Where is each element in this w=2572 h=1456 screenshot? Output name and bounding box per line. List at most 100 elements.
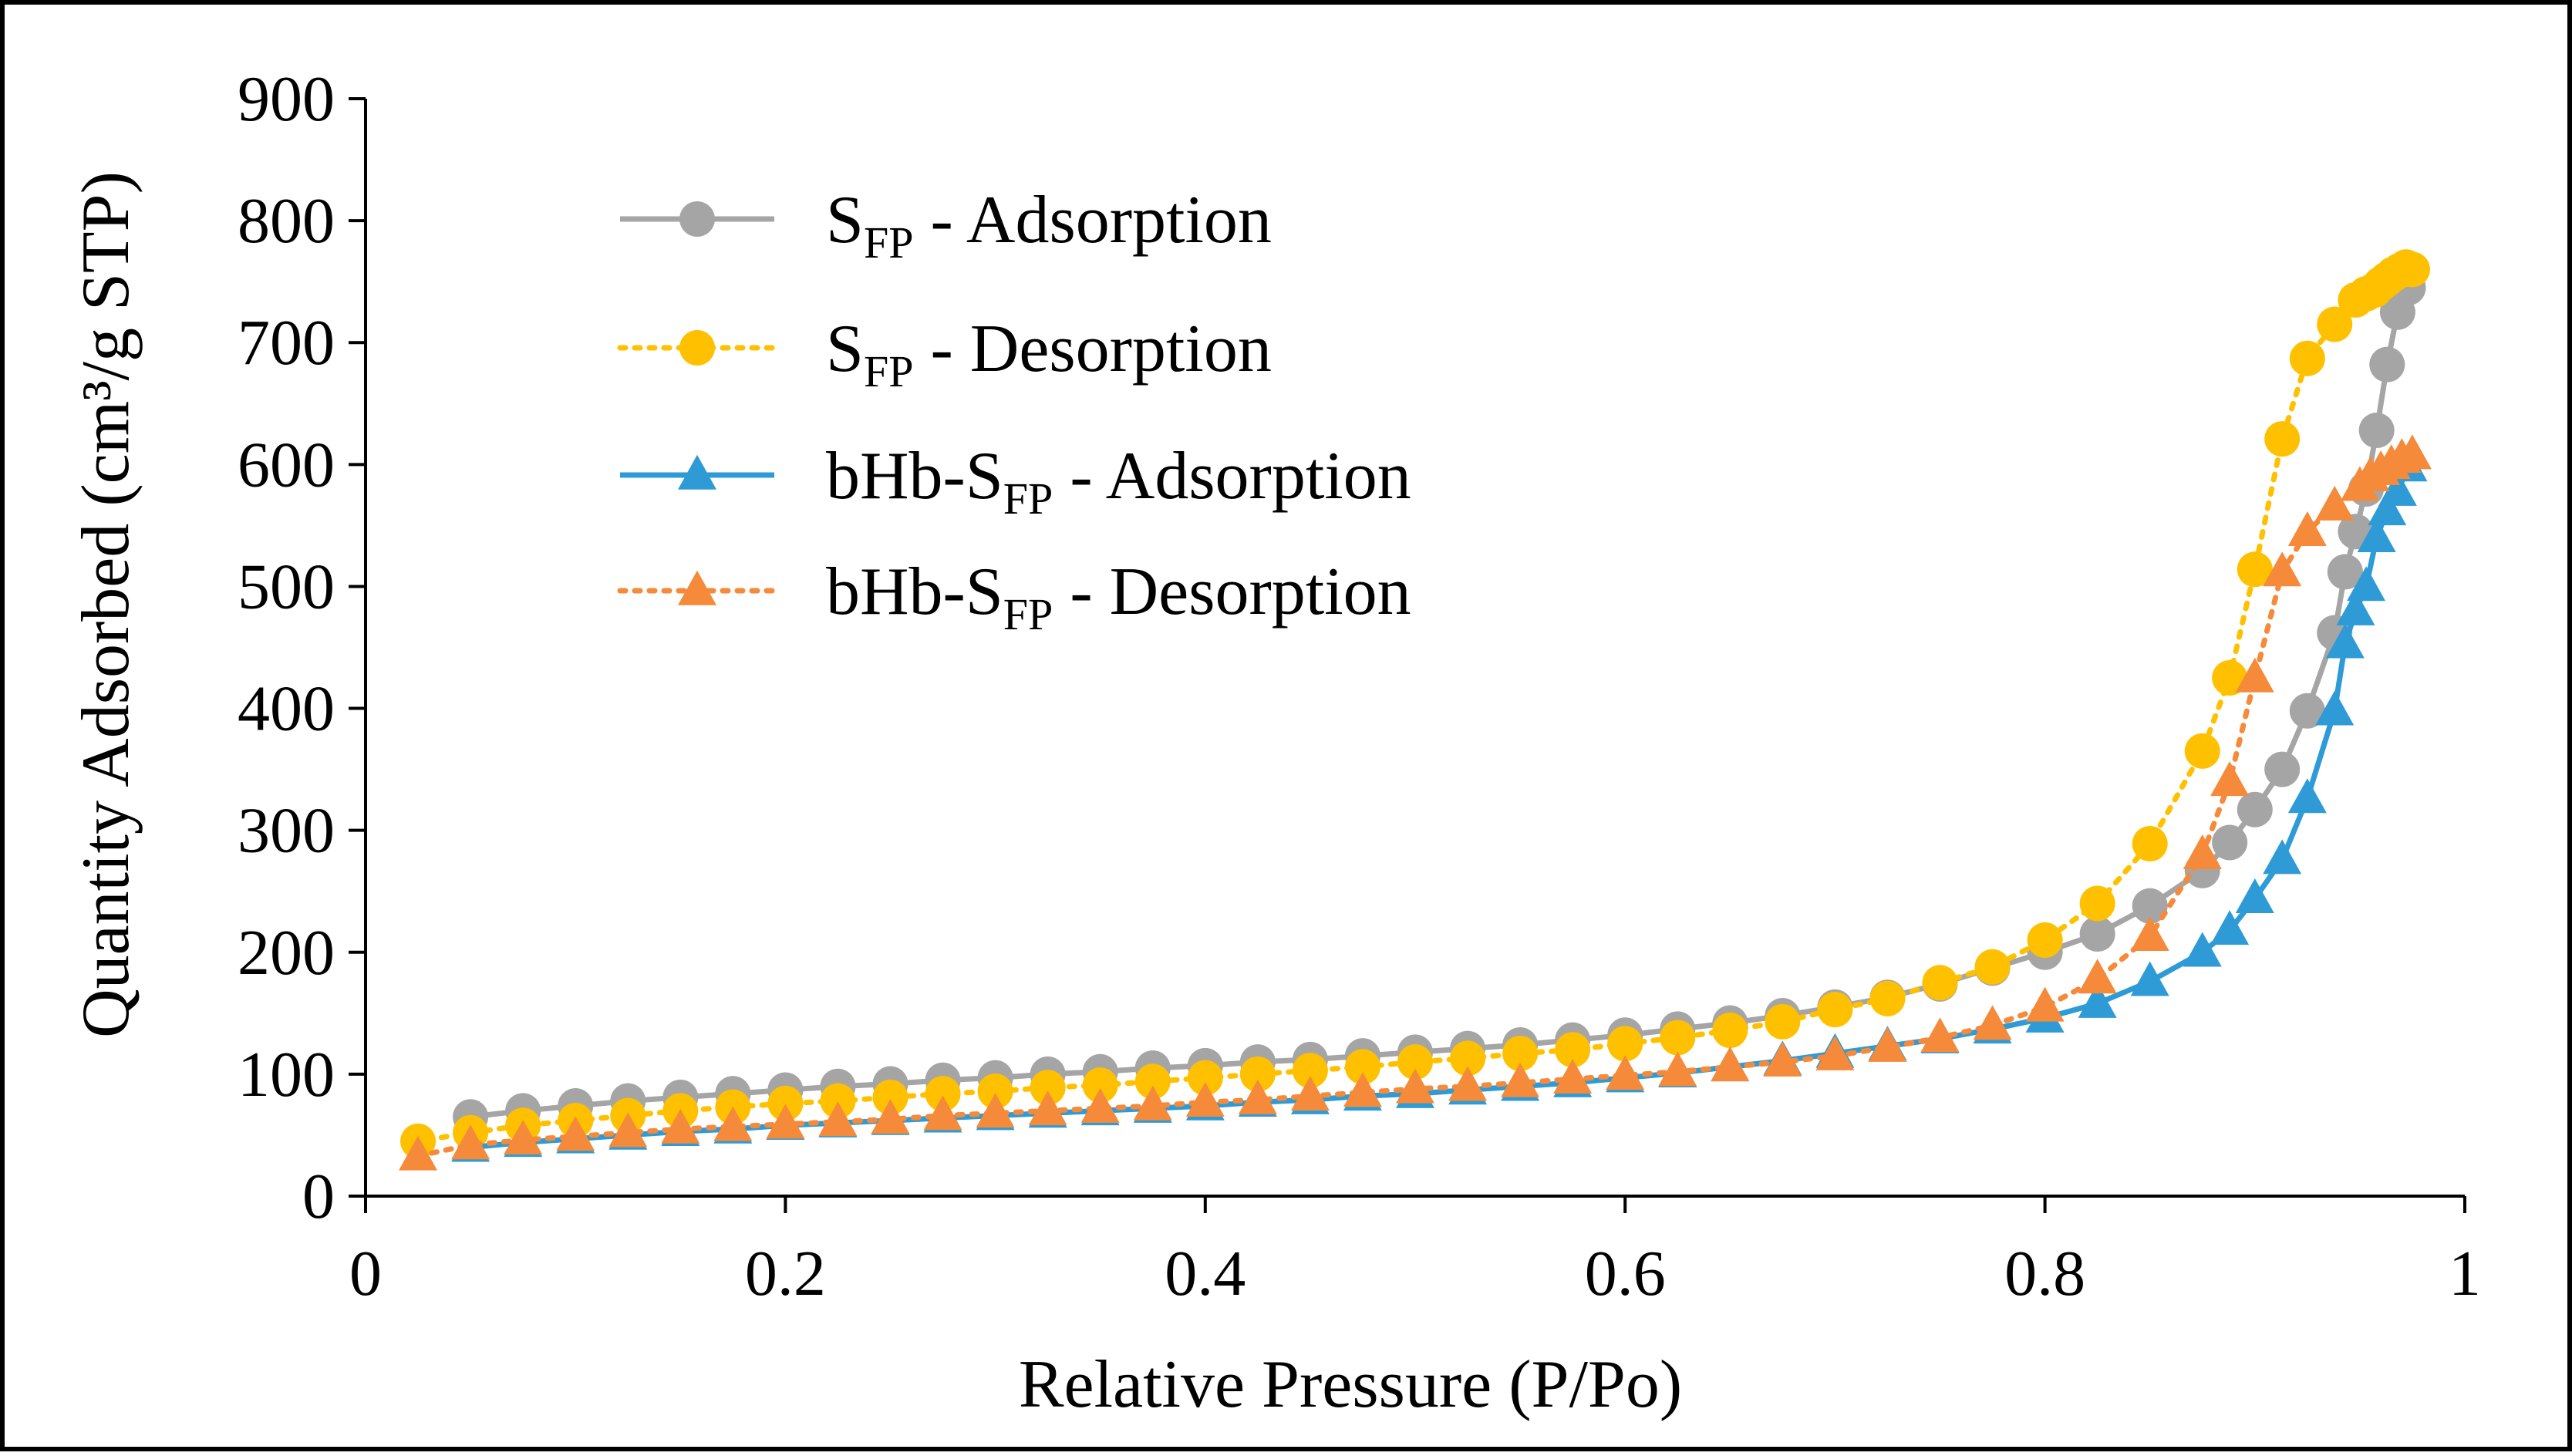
data-point-s_des (1660, 1020, 1696, 1056)
x-tick-label: 0 (349, 1238, 382, 1309)
data-point-bhb_des (1920, 1017, 1960, 1053)
legend-label-bhb_des: bHb-SFP - Desorption (826, 554, 1411, 639)
legend-item-s_ads: SFP - Adsorption (620, 183, 1272, 268)
data-point-s_des (2264, 421, 2301, 457)
data-point-s_des (2027, 922, 2063, 958)
data-point-bhb_des (713, 1106, 753, 1141)
data-point-s_des (1974, 949, 2011, 985)
data-point-bhb_ads (2336, 590, 2375, 625)
data-point-bhb_des (2078, 959, 2117, 994)
data-point-bhb_des (818, 1101, 858, 1137)
data-point-bhb_des (1290, 1076, 1330, 1111)
y-tick-label: 100 (238, 1039, 335, 1111)
data-point-bhb_des (766, 1104, 805, 1139)
data-point-bhb_des (2130, 915, 2169, 951)
y-tick-label: 300 (238, 795, 335, 867)
x-tick-label: 0.6 (1585, 1238, 1666, 1309)
data-point-s_des (872, 1079, 908, 1115)
data-point-bhb_ads (2325, 623, 2365, 659)
data-point-bhb_des (1973, 1005, 2012, 1040)
data-point-bhb_ads (2368, 490, 2407, 526)
series-line-s_ads (470, 286, 2411, 1120)
data-point-s_ads (2369, 346, 2405, 383)
data-point-s_des (977, 1073, 1013, 1110)
data-point-s_des (1344, 1049, 1380, 1085)
legend: SFP - Adsorption SFP - Desorption bHb-SFP … (617, 183, 1411, 639)
data-point-bhb_des (399, 1135, 438, 1171)
data-point-s_des (767, 1085, 804, 1121)
data-point-s_des (925, 1076, 961, 1112)
data-point-bhb_des (976, 1093, 1015, 1128)
data-point-s_des (1922, 965, 1958, 1001)
data-point-s_des (2079, 885, 2115, 922)
data-point-bhb_des (1763, 1041, 1802, 1077)
data-point-s_des (1869, 980, 1906, 1016)
data-point-s_des (1239, 1056, 1276, 1092)
y-tick-label: 200 (238, 917, 335, 989)
data-point-bhb_des (451, 1124, 490, 1160)
data-point-s_ads (2212, 824, 2248, 861)
data-point-bhb_ads (2357, 517, 2396, 552)
x-tick-label: 0.4 (1165, 1238, 1246, 1309)
data-point-bhb_des (661, 1108, 700, 1144)
data-point-bhb_des (1185, 1082, 1225, 1117)
data-point-bhb_des (871, 1099, 910, 1134)
data-point-bhb_des (1711, 1046, 1750, 1082)
data-point-bhb_des (2025, 986, 2065, 1022)
legend-label-s_des: SFP - Desorption (826, 312, 1272, 396)
x-tick-label: 1 (2449, 1238, 2481, 1309)
series-bhb_ads (451, 447, 2428, 1162)
data-point-s_des (1817, 992, 1853, 1028)
data-point-bhb_des (1133, 1085, 1172, 1121)
data-point-bhb_des (504, 1120, 543, 1155)
data-point-s_ads (2079, 916, 2115, 952)
data-point-bhb_des (2235, 657, 2274, 693)
data-point-bhb_ads (2287, 778, 2327, 814)
data-point-bhb_ads (2263, 839, 2302, 875)
series-bhb_des (399, 434, 2432, 1171)
legend-marker-bhb_ads (678, 454, 716, 490)
y-tick-label: 700 (238, 307, 335, 379)
data-point-s_des (1555, 1032, 1591, 1068)
legend-item-bhb_ads: bHb-SFP - Adsorption (620, 439, 1411, 524)
series-line-s_des (415, 264, 2415, 1144)
x-tick-label: 0.2 (745, 1238, 826, 1309)
data-point-bhb_des (608, 1112, 648, 1148)
data-point-s_des (2289, 340, 2325, 376)
y-axis-title: Quantity Adsorbed (cm³/g STP) (69, 171, 143, 1038)
data-point-bhb_des (1815, 1035, 1855, 1070)
data-point-s_ads (2289, 693, 2325, 729)
data-point-bhb_des (2210, 761, 2250, 797)
data-point-s_des (2212, 660, 2248, 696)
legend-marker-bhb_des (678, 570, 716, 605)
data-point-bhb_des (2183, 834, 2222, 870)
data-point-s_ads (2327, 554, 2363, 590)
data-point-bhb_des (1396, 1068, 1434, 1104)
data-point-bhb_des (1238, 1079, 1277, 1114)
data-point-bhb_des (1658, 1051, 1697, 1087)
series-layer (399, 249, 2432, 1171)
data-point-bhb_des (2340, 466, 2379, 501)
data-point-s_ads (2264, 751, 2301, 787)
data-point-bhb_ads (2078, 982, 2117, 1018)
x-tick-label: 0.8 (2004, 1238, 2085, 1309)
data-point-s_ads (2237, 791, 2273, 827)
data-point-bhb_ads (2235, 878, 2274, 913)
y-tick-label: 0 (302, 1161, 335, 1232)
y-tick-label: 400 (238, 673, 335, 745)
y-tick-label: 900 (238, 63, 335, 135)
data-point-s_ads (2358, 413, 2395, 449)
legend-label-s_ads: SFP - Adsorption (826, 183, 1272, 268)
y-tick-label: 500 (238, 551, 335, 622)
isotherm-chart: 0 100 200 300 400 500 600 700 800 900 0 0.2 0.4 0.6 0.… (69, 63, 2481, 1422)
data-point-bhb_des (2287, 511, 2327, 547)
data-point-s_des (1450, 1040, 1486, 1077)
data-point-s_des (1030, 1070, 1066, 1106)
series-line-bhb_ads (470, 466, 2411, 1151)
data-point-s_des (1187, 1060, 1223, 1096)
data-point-bhb_des (1501, 1062, 1540, 1097)
data-point-s_des (820, 1083, 856, 1119)
data-point-bhb_des (2315, 485, 2355, 521)
data-point-bhb_des (1343, 1072, 1382, 1107)
